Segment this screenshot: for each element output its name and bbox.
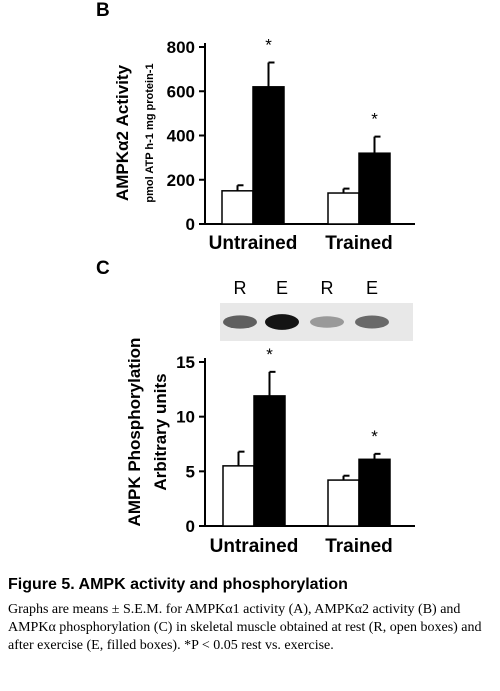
blot-band [310, 316, 344, 328]
significance-asterisk: * [371, 110, 378, 129]
y-axis-sublabel: pmol ATP h-1 mg protein-1 [144, 63, 156, 202]
significance-asterisk: * [371, 427, 378, 446]
blot-lane-label: R [234, 278, 247, 298]
blot-band [223, 315, 257, 329]
caption-title: Figure 5. AMPK activity and phosphorylat… [8, 576, 348, 593]
y-tick-label: 800 [167, 38, 195, 57]
bar-exercise [252, 86, 285, 225]
bar-rest [327, 192, 360, 225]
bar-exercise [253, 395, 286, 527]
category-label: Trained [325, 536, 393, 557]
y-tick-label: 600 [167, 82, 195, 101]
y-tick-label: 0 [186, 215, 195, 234]
chart-b: 0 200 400 600 800 * * Untrained Trained AMPKα2 Ac… [113, 35, 415, 254]
category-label: Untrained [210, 536, 299, 557]
blot-band [265, 314, 299, 330]
y-tick-label: 10 [176, 408, 195, 427]
significance-asterisk: * [266, 345, 273, 364]
y-tick-label: 5 [186, 462, 195, 481]
y-tick-label: 15 [176, 353, 195, 372]
y-axis-label: AMPKα2 Activity [113, 64, 132, 201]
panel-b-letter: B [96, 0, 110, 21]
bar-exercise [358, 152, 391, 225]
category-label: Trained [325, 233, 393, 254]
significance-asterisk: * [265, 35, 272, 54]
bar-rest [222, 465, 255, 527]
y-axis-sublabel: Arbitrary units [151, 373, 170, 490]
y-tick-label: 400 [167, 127, 195, 146]
bar-rest [327, 479, 360, 527]
blot-lane-label: R [321, 278, 334, 298]
blot-lane-label: E [276, 278, 288, 298]
y-axis-label: AMPK Phosphorylation [125, 338, 144, 527]
bar-rest [221, 190, 254, 225]
caption-body: Graphs are means ± S.E.M. for AMPKα1 act… [8, 602, 482, 653]
y-tick-label: 200 [167, 171, 195, 190]
bar-exercise [358, 458, 391, 527]
chart-c: 0 5 10 15 * * Untrained Trained AMPK Phosphoryla… [125, 338, 415, 557]
category-label: Untrained [209, 233, 298, 254]
y-tick-label: 0 [186, 517, 195, 536]
panel-c-letter: C [96, 258, 110, 279]
blot-band [355, 315, 389, 329]
blot-lane-label: E [366, 278, 378, 298]
